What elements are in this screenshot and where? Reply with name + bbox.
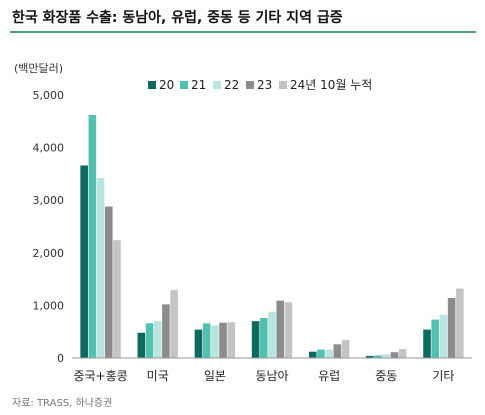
x-tick-label: 중국+홍콩 [73,369,127,383]
bar [276,300,284,358]
y-axis-unit-label: (백만달러) [14,62,63,75]
bar [366,355,374,358]
bar [153,321,162,358]
y-tick-label: 4,000 [33,142,65,155]
bar [447,298,456,358]
bar [145,323,154,358]
x-tick-label: 유럽 [318,369,340,383]
bar [268,311,276,358]
bar [456,288,464,358]
source-note: 자료: TRASS, 하나증권 [12,396,112,409]
bar [341,340,350,358]
bar [390,352,399,358]
legend-label: 21 [191,78,206,92]
bar [398,349,407,358]
x-tick-label: 동남아 [255,369,288,383]
y-axis: 0 1,000 2,000 3,000 4,000 5,000 [33,89,65,365]
x-tick-label: 기타 [432,369,454,383]
bar [260,318,268,358]
bar [382,354,391,358]
bar [374,355,382,358]
legend-label: 23 [257,78,272,92]
y-tick-label: 3,000 [33,194,65,207]
y-tick-label: 0 [57,352,64,365]
legend-label: 24년 10월 누적 [290,78,372,92]
bar [439,314,448,358]
bars [80,114,464,359]
legend-swatch [213,81,221,89]
bar [333,344,342,358]
x-tick-label: 미국 [147,369,169,383]
bar [96,178,105,358]
bar [251,321,260,358]
bar [211,325,219,358]
x-tick-label: 중동 [375,369,397,383]
bar [113,240,121,358]
legend-swatch [279,81,287,89]
bar [162,304,170,358]
bar [88,114,97,359]
bar [431,319,440,358]
legend-label: 22 [224,78,239,92]
bar [104,206,113,358]
bar [170,290,178,358]
bar [227,322,236,358]
bar [317,349,325,358]
bar [80,165,88,358]
y-tick-label: 1,000 [33,299,65,312]
bar [202,323,211,358]
legend-swatch [246,81,254,89]
bar [423,329,431,358]
chart-title: 한국 화장품 수출: 동남아, 유럽, 중동 등 기타 지역 급증 [12,9,343,26]
x-tick-label: 일본 [204,369,226,383]
legend: 20 21 22 23 24년 10월 누적 [148,78,372,92]
bar [219,322,227,358]
x-axis: 중국+홍콩 미국 일본 동남아 유럽 중동 기타 [73,369,454,383]
y-tick-label: 5,000 [33,89,65,102]
legend-swatch [148,81,156,89]
y-tick-label: 2,000 [33,247,65,260]
bar [194,329,203,358]
legend-label: 20 [159,78,174,92]
bar [325,349,333,358]
bar [308,351,317,358]
legend-swatch [180,81,188,89]
bar [284,302,293,358]
bar [137,332,146,358]
